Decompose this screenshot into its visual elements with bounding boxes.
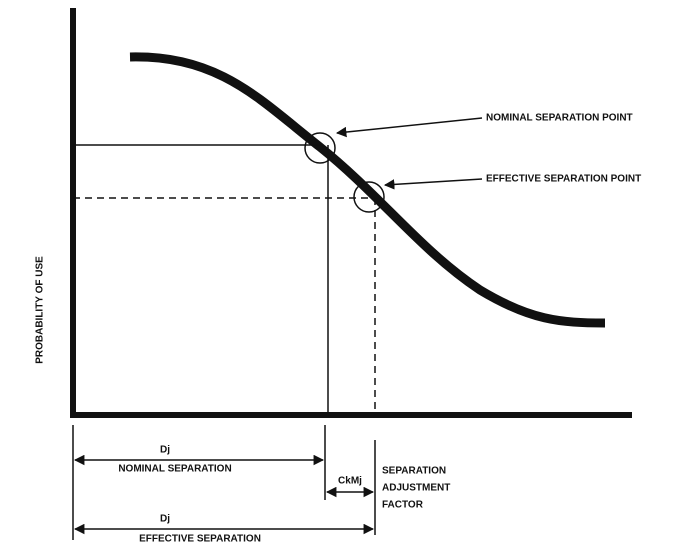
- nominal-point-circle: [304, 132, 336, 164]
- adjustment-symbol: CkMj: [338, 476, 362, 487]
- effective-point-label: EFFECTIVE SEPARATION POINT: [486, 174, 641, 185]
- nominal-symbol: Dj: [160, 445, 170, 456]
- adjustment-label: ADJUSTMENT: [382, 483, 450, 494]
- effective-point-circle: [353, 181, 385, 213]
- y-axis-label: PROBABILITY OF USE: [35, 256, 46, 364]
- nominal-label: NOMINAL SEPARATION: [118, 464, 231, 475]
- effective-pointer: [383, 178, 483, 190]
- effective-symbol: Dj: [160, 514, 170, 525]
- adjustment-label: FACTOR: [382, 500, 424, 511]
- curve: [129, 52, 606, 328]
- adjustment-label: SEPARATION: [382, 466, 446, 477]
- effective-label: EFFECTIVE SEPARATION: [139, 534, 261, 545]
- nominal-point-label: NOMINAL SEPARATION POINT: [486, 113, 633, 124]
- nominal-pointer: [335, 117, 483, 138]
